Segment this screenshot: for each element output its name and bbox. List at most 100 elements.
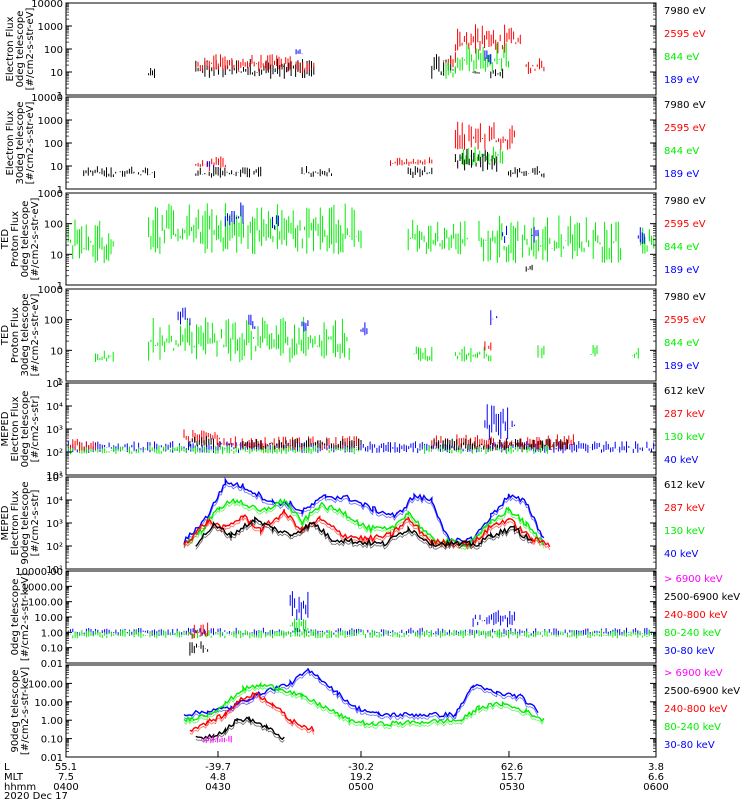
series-black-segment-2 xyxy=(431,438,568,451)
series-black xyxy=(195,516,533,551)
series-blue-segment-1 xyxy=(248,314,256,329)
series-blue xyxy=(183,477,545,548)
y-tick-label: 10 xyxy=(50,162,63,173)
y-axis-label-line: Proton Flux xyxy=(10,211,21,267)
series-black-curve-noise xyxy=(195,519,533,551)
series-red xyxy=(183,509,551,550)
y-tick-label: 100.00 xyxy=(28,598,63,609)
x-tick-L-3: 62.6 xyxy=(501,762,523,773)
x-tick-MLT-4: 6.6 xyxy=(648,772,664,783)
y-tick-label: 10000 xyxy=(31,0,63,10)
y-axis-label-line: [#/cm2-s-str-eV] xyxy=(30,198,41,281)
series-black-segment-3 xyxy=(407,166,433,178)
y-tick-label: 1000 xyxy=(38,116,63,127)
series-black xyxy=(148,54,504,79)
legend-entry: 80-240 keV xyxy=(664,628,721,639)
y-axis-label-line: 0deg telescope xyxy=(20,391,31,468)
series-black-curve xyxy=(195,716,285,741)
y-axis-label-line: Electron Flux xyxy=(10,490,21,555)
series-blue-segment-2 xyxy=(502,225,509,243)
series-blue-segment-3 xyxy=(531,226,539,243)
y-tick-label: 10 xyxy=(50,346,63,357)
y-axis-label-line: [#/cm2-s-str-eV] xyxy=(30,294,41,377)
x-tick-hhmm-0: 0400 xyxy=(53,782,78,793)
series-red-segment-0 xyxy=(195,54,291,72)
series-green-segment-2 xyxy=(413,346,433,362)
series-green xyxy=(65,203,657,264)
y-tick-label: 10⁴ xyxy=(46,496,63,507)
legend-entry: 40 keV xyxy=(664,549,698,560)
legend-entry: 189 eV xyxy=(664,169,699,180)
legend-entry: > 6900 keV xyxy=(664,668,723,679)
series-magenta xyxy=(201,735,232,744)
series-blue-segment-4 xyxy=(637,227,645,244)
series-red-segment-4 xyxy=(525,58,545,74)
x-tick-MLT-1: 4.8 xyxy=(210,772,226,783)
series-red-curve xyxy=(183,509,551,548)
x-tick-MLT-2: 19.2 xyxy=(350,772,372,783)
date-label: 2020 Dec 17 xyxy=(4,791,68,800)
y-tick-label: 10⁴ xyxy=(46,402,63,413)
y-tick-label: 1000.00 xyxy=(22,582,63,593)
series-red-curve xyxy=(189,691,315,733)
y-tick-label: 0.01 xyxy=(41,753,63,764)
y-tick-label: 1.00 xyxy=(41,716,63,727)
y-tick-label: 10⁵ xyxy=(46,473,63,484)
series-blue-segment-1 xyxy=(272,215,279,230)
panel-1: 1 10 100 1000 10000 Electron Flux 0deg telesco… xyxy=(5,0,706,102)
series-blue-curve xyxy=(183,668,539,718)
x-tick-hhmm-4: 0600 xyxy=(643,782,668,793)
legend-entry: 844 eV xyxy=(664,52,699,63)
panel-7: 0.01 0.10 1.00 10.00 100.00 1000.00 10000.000d… xyxy=(10,567,740,670)
panel-frame xyxy=(65,476,657,570)
series-blue xyxy=(224,202,645,244)
series-green-segment-4 xyxy=(537,345,545,359)
series-red-segment-0 xyxy=(195,156,226,171)
legend-entry: 130 keV xyxy=(664,432,705,443)
series-blue xyxy=(207,161,214,168)
series-green-segment-4 xyxy=(637,227,657,254)
series-blue-segment-0 xyxy=(207,161,214,168)
legend-entry: 30-80 keV xyxy=(664,740,715,751)
y-axis-label-line: [#/cm2-s-str-keV] xyxy=(20,667,31,755)
series-red xyxy=(189,691,315,735)
y-axis-label-line: [#/cm2-s-str] xyxy=(30,395,41,462)
legend-entry: 189 eV xyxy=(664,265,699,276)
y-axis-label-line: TED xyxy=(0,229,11,250)
y-axis-label-line: 30deg telescope xyxy=(15,101,26,184)
series-blue-segment-0 xyxy=(224,202,244,227)
legend-entry: 2500-6900 keV xyxy=(664,686,740,697)
series-black-curve-noise xyxy=(195,719,285,743)
series-green-curve-noise xyxy=(183,685,545,730)
series-blue-segment-0 xyxy=(177,307,191,326)
y-tick-label: 1000 xyxy=(38,285,63,296)
legend-entry: 2595 eV xyxy=(664,219,706,230)
series-red xyxy=(195,24,545,74)
series-red-segment-0 xyxy=(484,341,492,351)
series-green-segment-0 xyxy=(443,62,456,79)
legend-entry: 2595 eV xyxy=(664,315,706,326)
x-tick-hhmm-1: 0430 xyxy=(205,782,230,793)
y-tick-label: 100 xyxy=(44,45,63,56)
y-tick-label: 10³ xyxy=(46,519,63,530)
y-tick-label: 10² xyxy=(46,448,63,459)
y-axis-label-line: [#/cm2-s-str-eV] xyxy=(25,102,36,185)
series-red-segment-1 xyxy=(390,157,433,166)
x-row-label-hhmm: hhmm xyxy=(4,782,36,793)
series-green-segment-1 xyxy=(454,42,509,72)
series-black xyxy=(83,148,545,178)
series-blue xyxy=(65,591,657,636)
series-green xyxy=(65,618,657,639)
legend-entry: 7980 eV xyxy=(664,196,706,207)
series-green xyxy=(460,146,504,166)
series-red xyxy=(195,121,515,171)
y-tick-label: 10.00 xyxy=(34,698,63,709)
series-blue-segment-1 xyxy=(484,50,492,64)
series-black-segment-0 xyxy=(525,264,533,272)
series-green xyxy=(183,681,545,730)
series-green-segment-0 xyxy=(95,350,114,362)
x-row-label-L: L xyxy=(4,762,10,773)
series-blue-segment-1 xyxy=(484,404,515,440)
series-red xyxy=(484,341,492,351)
series-red xyxy=(189,622,209,639)
